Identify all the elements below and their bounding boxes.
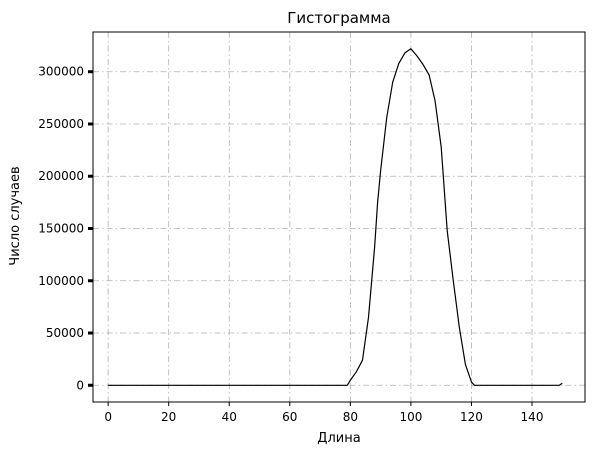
y-tick-label: 150000 xyxy=(38,221,84,235)
x-tick-label: 80 xyxy=(343,410,358,424)
x-tick-label: 20 xyxy=(161,410,176,424)
x-tick-label: 40 xyxy=(222,410,237,424)
y-tick-label: 50000 xyxy=(46,326,84,340)
series-line xyxy=(108,48,563,386)
y-tick-label: 250000 xyxy=(38,117,84,131)
y-tick-label: 200000 xyxy=(38,169,84,183)
grid xyxy=(93,32,585,402)
y-tick-label: 0 xyxy=(76,378,84,392)
chart-title: Гистограмма xyxy=(287,9,390,27)
x-tick-label: 140 xyxy=(521,410,544,424)
y-tick-label: 100000 xyxy=(38,274,84,288)
plot-area xyxy=(108,48,563,386)
x-tick-label: 120 xyxy=(460,410,483,424)
plot-frame xyxy=(92,31,586,403)
y-axis-label: Число случаев xyxy=(8,166,23,265)
x-tick-label: 100 xyxy=(399,410,422,424)
axis-ticks: 0 20 40 60 80 100 120 140 0 50000 100000 150000 2000… xyxy=(38,65,543,424)
x-tick-label: 60 xyxy=(282,410,297,424)
y-tick-label: 300000 xyxy=(38,65,84,79)
x-axis-label: Длина xyxy=(317,431,360,446)
x-tick-label: 0 xyxy=(104,410,112,424)
